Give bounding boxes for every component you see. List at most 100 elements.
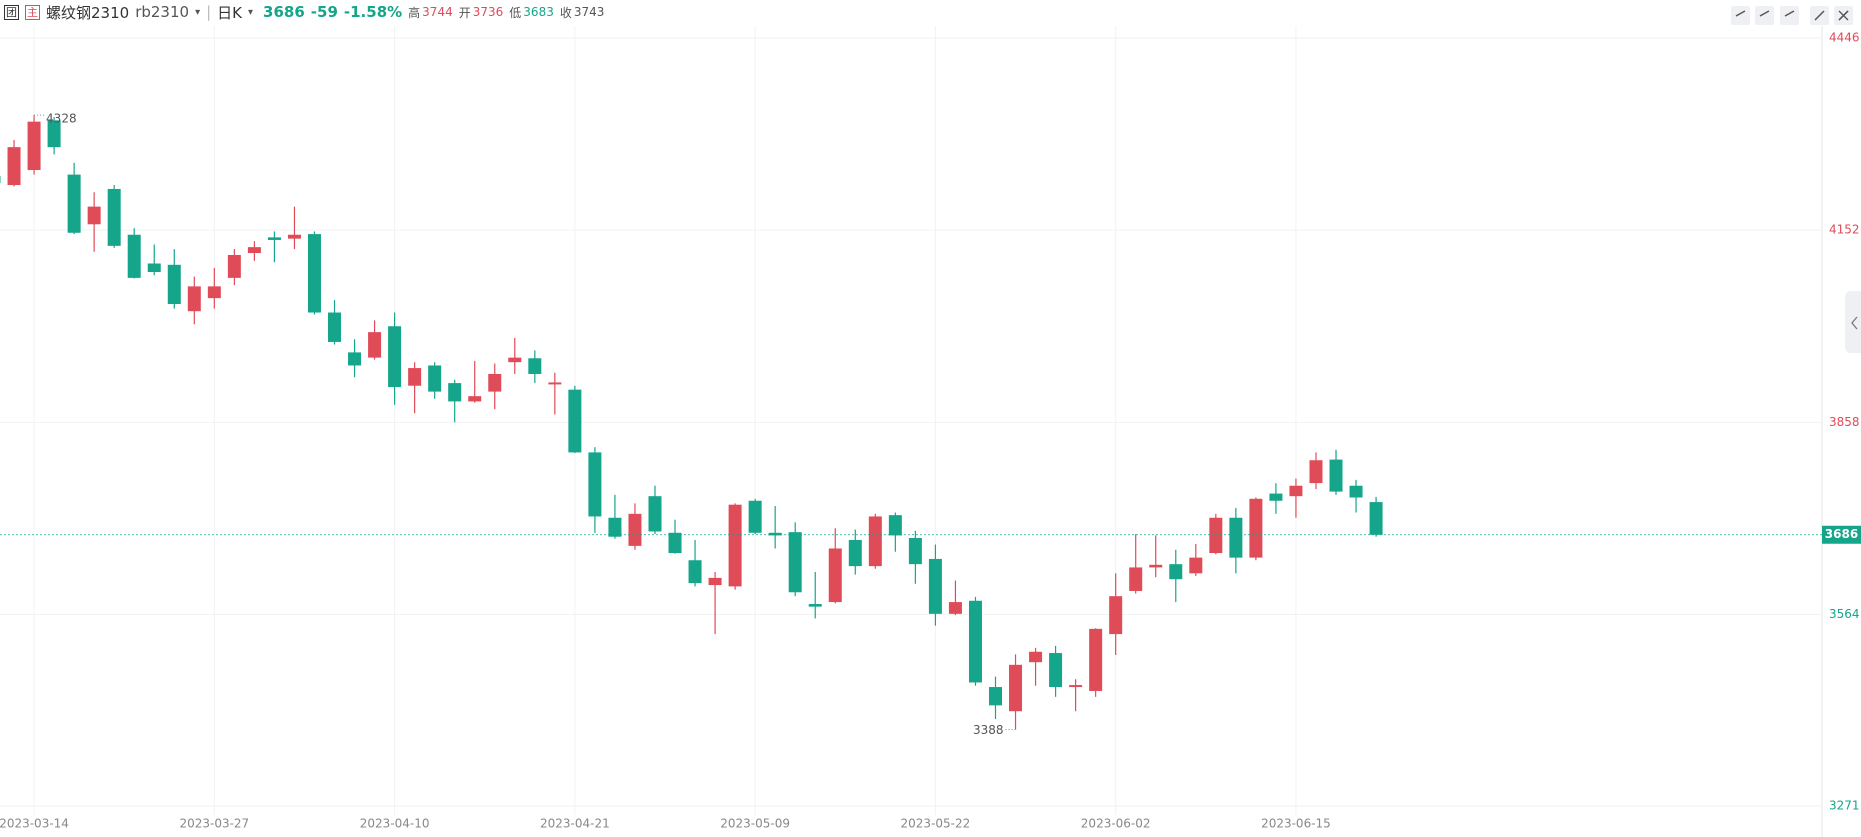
- candle-body: [668, 532, 682, 554]
- x-tick-label: 2023-03-14: [0, 817, 69, 831]
- y-tick-label: 3858: [1829, 415, 1860, 429]
- candle-body: [1309, 460, 1323, 484]
- toolbar-button[interactable]: [1755, 6, 1774, 25]
- candle-body: [948, 602, 962, 614]
- candle-body: [468, 396, 482, 402]
- x-tick-label: 2023-04-10: [360, 817, 430, 831]
- candle-body: [588, 452, 602, 517]
- quote-label: 低: [509, 5, 522, 20]
- quote-label: 高: [408, 5, 421, 20]
- candle-body: [47, 120, 61, 148]
- x-tick-label: 2023-06-15: [1261, 817, 1331, 831]
- candle-body: [1089, 628, 1103, 691]
- x-tick-label: 2023-05-22: [901, 817, 971, 831]
- x-tick-label: 2023-03-27: [179, 817, 249, 831]
- quote-label: 开: [458, 5, 471, 20]
- candle-body: [928, 558, 942, 614]
- candle-body: [548, 382, 562, 385]
- candle-body: [408, 368, 422, 386]
- candle-body: [448, 383, 462, 402]
- price-tag: [1822, 525, 1861, 544]
- candle-body: [1289, 485, 1303, 497]
- max-label: 4328: [46, 112, 77, 126]
- candle-body: [1229, 517, 1243, 558]
- toolbar-button-bg: [1780, 6, 1799, 25]
- candle-body: [768, 532, 782, 536]
- separator: |: [206, 3, 212, 21]
- contract-code[interactable]: rb2310: [135, 3, 190, 21]
- price-tag-label: 3686: [1825, 527, 1858, 541]
- candle-body: [628, 513, 642, 546]
- change: -59: [310, 3, 338, 21]
- dropdown-arrow[interactable]: ▾: [195, 6, 201, 18]
- candle-body: [1049, 653, 1063, 688]
- candle-body: [107, 188, 121, 246]
- candle-body: [528, 358, 542, 374]
- candle-body: [1029, 651, 1043, 663]
- candle-body: [608, 517, 622, 537]
- candle-body: [167, 264, 181, 305]
- dropdown-arrow[interactable]: ▾: [248, 6, 254, 18]
- candle-body: [488, 373, 502, 392]
- candle-body: [1249, 498, 1263, 558]
- y-tick-label: 4446: [1829, 31, 1860, 45]
- quote-value: 3683: [523, 5, 554, 19]
- candle-body: [1189, 557, 1203, 574]
- candle-body: [568, 389, 582, 453]
- toolbar-button[interactable]: [1810, 6, 1829, 25]
- side-tab-chevron: [1851, 316, 1858, 330]
- x-tick-label: 2023-04-21: [540, 817, 610, 831]
- quote-value: 3736: [472, 5, 504, 19]
- candle-body: [388, 326, 402, 388]
- candle-body: [1209, 517, 1223, 554]
- contract-name: 螺纹钢2310: [46, 3, 130, 22]
- last-price: 3686: [263, 3, 305, 21]
- candle-body: [728, 504, 742, 587]
- candle-body: [287, 234, 301, 239]
- candle-body: [648, 496, 662, 532]
- candle-body: [1109, 596, 1123, 635]
- candle-body: [127, 234, 141, 278]
- badge[interactable]: 主: [25, 4, 40, 20]
- candle-body: [989, 687, 1002, 706]
- candle-body: [1349, 485, 1363, 498]
- min-label: 3388: [973, 723, 1004, 737]
- candle-body: [328, 312, 342, 342]
- candle-body: [147, 263, 161, 272]
- candle-body: [348, 352, 362, 366]
- toolbar-button-bg: [1731, 6, 1750, 25]
- candle-body: [748, 500, 762, 533]
- close-icon: [1838, 10, 1849, 21]
- y-tick-label: 3271: [1829, 799, 1860, 813]
- x-tick-label: 2023-05-09: [720, 817, 790, 831]
- candle-body: [888, 515, 902, 536]
- quote-value: 3744: [422, 5, 453, 19]
- header: 团 主 螺纹钢2310 rb2310 ▾ | 日K ▾ 3686 -59 -1.…: [0, 0, 610, 24]
- toolbar-icon: [1735, 10, 1746, 17]
- candle-body: [808, 604, 822, 607]
- candle-body: [7, 147, 21, 186]
- candle-body: [1369, 502, 1383, 535]
- candle-body: [508, 357, 522, 363]
- toolbar-icon: [1784, 10, 1795, 17]
- candle-body: [67, 174, 81, 233]
- side-tab[interactable]: [1845, 291, 1861, 353]
- candle-body: [368, 332, 382, 358]
- period[interactable]: 日K: [217, 3, 242, 22]
- toolbar-button[interactable]: [1780, 6, 1799, 25]
- toolbar-button-bg: [1755, 6, 1774, 25]
- candle-body: [708, 577, 722, 586]
- candle-body: [968, 600, 982, 683]
- candle-body: [908, 538, 922, 565]
- candle-body: [27, 121, 41, 171]
- candle-body: [1269, 493, 1283, 501]
- candle-body: [1009, 664, 1023, 712]
- candle-body: [187, 286, 201, 312]
- candle-body: [1069, 685, 1083, 688]
- toolbar-button[interactable]: [1731, 6, 1750, 25]
- badge[interactable]: 团: [4, 4, 19, 20]
- toolbar-icon: [1814, 10, 1825, 21]
- candle-body: [868, 516, 882, 567]
